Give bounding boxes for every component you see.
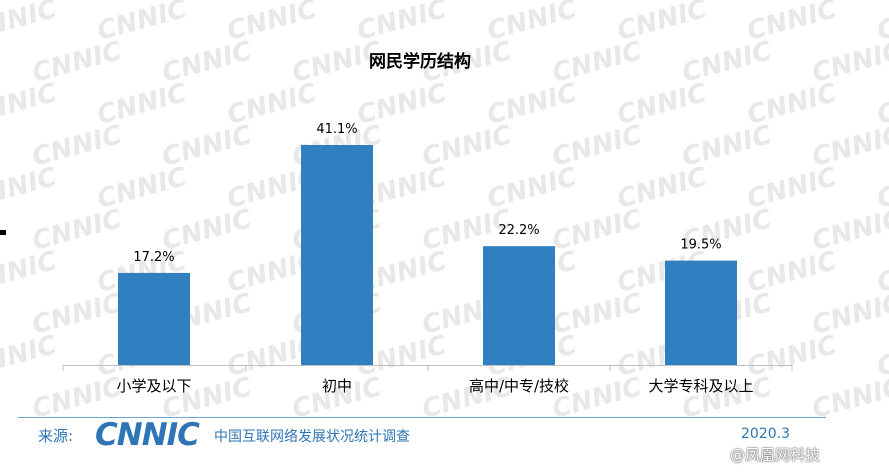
- data-label-3: 19.5%: [680, 238, 721, 253]
- category-label-3: 大学专科及以上: [648, 377, 753, 395]
- bar-1: [301, 145, 373, 365]
- category-label-2: 高中/中专/技校: [469, 377, 569, 395]
- logo-text: CNNIC: [95, 417, 200, 451]
- cnnic-logo: CNNIC: [95, 417, 201, 451]
- bar-2: [483, 246, 555, 365]
- category-label-0: 小学及以下: [116, 377, 191, 395]
- data-label-2: 22.2%: [498, 223, 539, 238]
- footer-divider: [18, 417, 826, 418]
- bars-group: 17.2% 41.1% 22.2% 19.5%: [118, 122, 737, 365]
- source-label: 来源:: [38, 427, 74, 445]
- source-organization: 中国互联网络发展状况统计调查: [214, 429, 410, 445]
- bar-3: [665, 260, 737, 365]
- report-date: 2020.3: [741, 426, 790, 442]
- edge-marker: [0, 230, 6, 235]
- data-label-1: 41.1%: [316, 122, 357, 137]
- x-axis: 小学及以下 初中 高中/中专/技校 大学专科及以上: [62, 365, 793, 395]
- bar-chart: 网民学历结构 17.2% 41.1% 22.2% 19.5% 小学及以下 初中 高中/中专…: [62, 51, 793, 395]
- data-label-0: 17.2%: [133, 250, 174, 265]
- watermark-credit: @凤凰网科技: [730, 446, 821, 464]
- bar-0: [118, 272, 190, 365]
- category-label-1: 初中: [322, 377, 352, 395]
- chart-title: 网民学历结构: [369, 51, 471, 72]
